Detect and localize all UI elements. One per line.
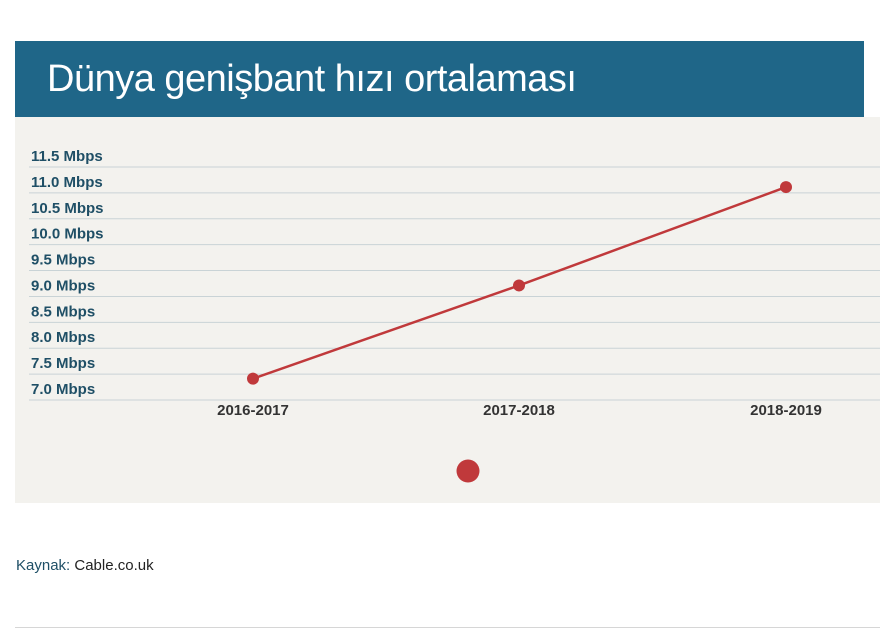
data-point: [247, 372, 259, 385]
y-tick-label: 10.0 Mbps: [31, 226, 104, 243]
y-tick-label: 11.0 Mbps: [31, 174, 103, 191]
y-tick-label: 11.5 Mbps: [31, 148, 103, 165]
y-tick-label: 9.5 Mbps: [31, 252, 95, 269]
data-point: [513, 279, 525, 292]
y-tick-label: 10.5 Mbps: [31, 200, 104, 217]
series-group: [247, 181, 792, 385]
y-axis-ticks: 7.0 Mbps 7.5 Mbps 8.0 Mbps 8.5 Mbps 9.0 Mbps…: [31, 148, 104, 398]
y-tick-label: 9.0 Mbps: [31, 277, 95, 294]
line-chart: 7.0 Mbps 7.5 Mbps 8.0 Mbps 8.5 Mbps 9.0 Mbps…: [29, 148, 880, 483]
y-tick-label: 7.0 Mbps: [31, 381, 95, 398]
y-tick-label: 8.0 Mbps: [31, 329, 95, 346]
data-point: [780, 181, 792, 194]
gridlines: [29, 166, 880, 401]
source-line: Kaynak: Cable.co.uk: [16, 557, 154, 574]
source-label: Kaynak:: [16, 557, 71, 574]
y-tick-label: 8.5 Mbps: [31, 303, 95, 320]
x-tick-label: 2018-2019: [750, 402, 822, 419]
x-tick-label: 2016-2017: [217, 402, 289, 419]
x-tick-label: 2017-2018: [483, 402, 555, 419]
page-title: Dünya genişbant hızı ortalaması: [47, 58, 577, 100]
carousel-dot[interactable]: [456, 459, 480, 483]
title-bar: Dünya genişbant hızı ortalaması: [15, 41, 864, 117]
bottom-divider: [15, 627, 880, 628]
source-name: Cable.co.uk: [74, 557, 154, 574]
x-axis-ticks: 2016-2017 2017-2018 2018-2019: [217, 402, 822, 419]
y-tick-label: 7.5 Mbps: [31, 355, 95, 372]
chart-panel: 7.0 Mbps 7.5 Mbps 8.0 Mbps 8.5 Mbps 9.0 Mbps…: [15, 117, 880, 503]
